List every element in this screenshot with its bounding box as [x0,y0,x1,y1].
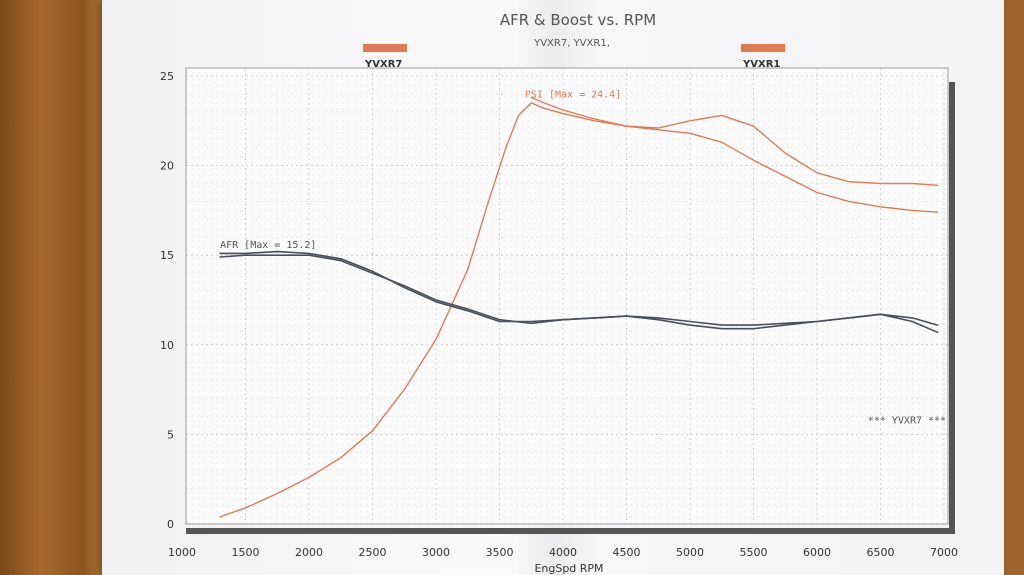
x-tick-label: 3500 [486,546,514,559]
axes: 1000 1500 2000 2500 3000 3500 4000 4500 5000 5500… [160,70,958,559]
x-tick-label: 5500 [740,546,768,559]
plot-dot-texture [186,68,948,524]
legend-swatch [741,44,785,52]
x-tick-label: 5000 [676,546,704,559]
series-line-afr-yvxr1 [219,250,939,334]
legend-swatch [363,44,407,52]
x-tick-label: 2000 [295,546,323,559]
series-line-psi-yvxr1 [530,96,939,186]
x-tick-label: 4500 [613,546,641,559]
grid-lines [186,68,948,524]
x-tick-label: 1000 [168,546,196,559]
y-tick-label: 5 [167,428,174,441]
chart-annotation: AFR [Max = 15.2] [220,240,316,251]
legend-label: YVXR7 [364,59,402,70]
series [219,96,939,518]
x-tick-label: 3000 [422,546,450,559]
chart-title: AFR & Boost vs. RPM [500,11,656,29]
annotations: PSI [Max = 24.4] AFR [Max = 15.2] *** YVXR… [220,90,946,427]
series-line-psi-yvxr7 [219,102,939,518]
x-tick-label: 7000 [930,546,958,559]
y-tick-label: 20 [160,160,174,173]
y-tick-label: 25 [160,70,174,83]
chart-subtitle: YVXR7, YVXR1, [533,38,610,49]
x-axis-label: EngSpd RPM [534,562,603,575]
chart-annotation: PSI [Max = 24.4] [525,90,621,101]
x-tick-label: 2500 [359,546,387,559]
legend-label: YVXR1 [742,59,780,70]
x-tick-label: 4000 [549,546,577,559]
chart-annotation: *** YVXR7 *** [868,416,946,427]
y-tick-label: 10 [160,339,174,352]
y-tick-label: 15 [160,249,174,262]
y-tick-label: 0 [167,518,174,531]
x-tick-label: 6500 [867,546,895,559]
plot-border [185,67,949,525]
legend: YVXR7 YVXR1 [363,44,785,70]
x-tick-label: 1500 [232,546,260,559]
x-tick-label: 6000 [803,546,831,559]
